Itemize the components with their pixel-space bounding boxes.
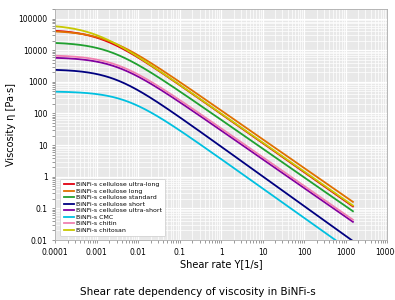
BiNFi-s cellulose ultra-short (214, 125, 219, 129)
BiNFi-s chitin (350, 218, 355, 222)
BiNFi-s cellulose ultra-short (53, 56, 58, 60)
Line: BiNFi-s cellulose standard: BiNFi-s cellulose standard (55, 43, 353, 211)
BiNFi-s cellulose ultra-short (230, 136, 235, 140)
BiNFi-s cellulose short (297, 201, 302, 204)
BiNFi-s cellulose long (350, 200, 355, 204)
BiNFi-s cellulose standard (350, 209, 355, 213)
Line: BiNFi-s CMC: BiNFi-s CMC (55, 92, 353, 253)
BiNFi-s chitosan (343, 199, 348, 202)
BiNFi-s cellulose standard (297, 172, 302, 176)
BiNFi-s chitin (230, 134, 235, 138)
BiNFi-s cellulose ultra-short (297, 183, 302, 186)
BiNFi-s cellulose short (350, 239, 355, 243)
BiNFi-s cellulose long (194, 92, 199, 95)
X-axis label: Shear rate Y[1/s]: Shear rate Y[1/s] (180, 260, 263, 269)
BiNFi-s cellulose standard (196, 102, 201, 106)
BiNFi-s cellulose ultra-short (194, 112, 199, 116)
BiNFi-s chitin (214, 123, 219, 127)
BiNFi-s cellulose long (230, 116, 235, 120)
BiNFi-s cellulose ultra-long (343, 200, 348, 203)
BiNFi-s CMC (350, 251, 355, 254)
BiNFi-s cellulose ultra-long (53, 29, 58, 33)
BiNFi-s CMC (53, 90, 58, 94)
BiNFi-s chitin (53, 54, 58, 58)
BiNFi-s chitosan (196, 96, 201, 100)
BiNFi-s CMC (194, 140, 199, 144)
BiNFi-s chitin (343, 213, 348, 217)
BiNFi-s cellulose ultra-long (230, 120, 235, 124)
Line: BiNFi-s cellulose short: BiNFi-s cellulose short (55, 70, 353, 241)
Line: BiNFi-s cellulose ultra-long: BiNFi-s cellulose ultra-long (55, 31, 353, 206)
BiNFi-s chitin (196, 111, 201, 115)
BiNFi-s CMC (214, 154, 219, 158)
Line: BiNFi-s chitosan: BiNFi-s chitosan (55, 26, 353, 206)
Line: BiNFi-s cellulose ultra-short: BiNFi-s cellulose ultra-short (55, 58, 353, 222)
BiNFi-s cellulose long (53, 30, 58, 33)
BiNFi-s cellulose long (214, 105, 219, 109)
BiNFi-s cellulose standard (214, 115, 219, 118)
BiNFi-s chitin (297, 181, 302, 184)
BiNFi-s cellulose long (343, 195, 348, 199)
BiNFi-s chitosan (214, 108, 219, 112)
BiNFi-s cellulose ultra-short (196, 113, 201, 117)
Line: BiNFi-s cellulose long: BiNFi-s cellulose long (55, 32, 353, 202)
BiNFi-s cellulose ultra-long (196, 96, 201, 100)
BiNFi-s cellulose standard (53, 41, 58, 45)
BiNFi-s cellulose short (214, 141, 219, 145)
BiNFi-s cellulose short (53, 68, 58, 72)
BiNFi-s cellulose standard (230, 126, 235, 129)
BiNFi-s cellulose ultra-long (194, 95, 199, 99)
BiNFi-s cellulose short (196, 129, 201, 132)
BiNFi-s chitin (194, 110, 199, 113)
BiNFi-s cellulose ultra-short (343, 215, 348, 219)
BiNFi-s CMC (196, 141, 201, 145)
BiNFi-s cellulose ultra-long (214, 109, 219, 112)
BiNFi-s CMC (343, 246, 348, 249)
Legend: BiNFi-s cellulose ultra-long, BiNFi-s cellulose long, BiNFi-s cellulose standard: BiNFi-s cellulose ultra-long, BiNFi-s ce… (60, 179, 165, 236)
BiNFi-s chitosan (350, 204, 355, 207)
BiNFi-s cellulose ultra-long (350, 205, 355, 208)
BiNFi-s CMC (230, 165, 235, 169)
BiNFi-s cellulose short (343, 234, 348, 238)
BiNFi-s chitosan (297, 166, 302, 170)
BiNFi-s cellulose short (230, 153, 235, 157)
BiNFi-s cellulose ultra-long (297, 167, 302, 171)
BiNFi-s chitosan (230, 120, 235, 123)
BiNFi-s CMC (297, 213, 302, 216)
Line: BiNFi-s chitin: BiNFi-s chitin (55, 56, 353, 220)
BiNFi-s cellulose ultra-short (350, 220, 355, 224)
BiNFi-s cellulose long (297, 163, 302, 166)
BiNFi-s cellulose standard (343, 205, 348, 208)
BiNFi-s cellulose long (196, 93, 201, 97)
BiNFi-s chitosan (53, 25, 58, 28)
BiNFi-s cellulose standard (194, 101, 199, 105)
BiNFi-s chitosan (194, 95, 199, 98)
BiNFi-s cellulose short (194, 128, 199, 131)
Y-axis label: Viscosity η [Pa·s]: Viscosity η [Pa·s] (6, 83, 16, 166)
Text: Shear rate dependency of viscosity in BiNFi-s: Shear rate dependency of viscosity in Bi… (80, 287, 315, 297)
